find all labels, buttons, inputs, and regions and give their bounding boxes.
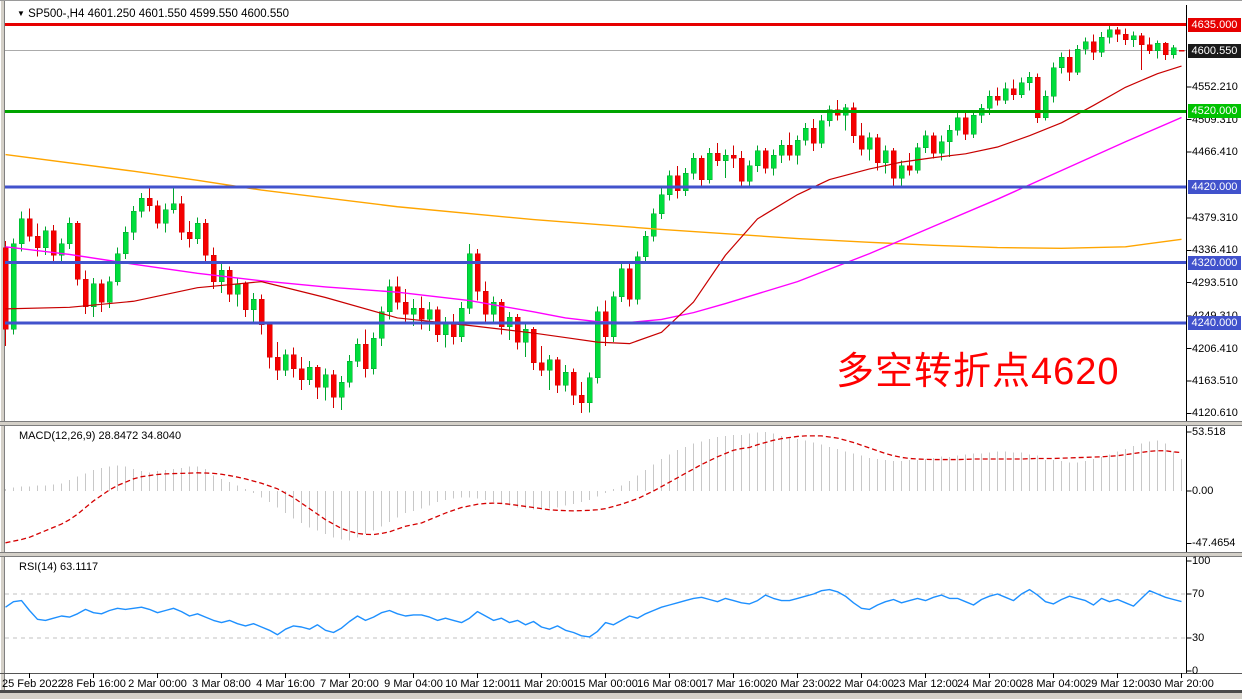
macd-header: MACD(12,26,9) 28.8472 34.8040 [19, 430, 181, 442]
level-price-badge: 4320.000 [1188, 255, 1241, 270]
time-tick-label: 29 Mar 12:00 [1085, 678, 1150, 690]
rsi-value: 63.1117 [59, 561, 99, 573]
time-tick-label: 25 Feb 2022 [2, 678, 64, 690]
price-tick-label: 4336.410 [1192, 244, 1238, 257]
rsi-axis-label: 0 [1192, 665, 1199, 677]
price-tick-label: 4206.410 [1192, 342, 1238, 355]
price-tick-label: 4120.610 [1192, 407, 1238, 420]
time-tick-label: 22 Mar 04:00 [829, 678, 894, 690]
annotation-text[interactable]: 多空转折点4620 [836, 351, 1120, 393]
level-price-badge: 4635.000 [1188, 17, 1241, 32]
time-tick-label: 30 Mar 20:00 [1149, 678, 1214, 690]
macd-values: 28.8472 34.8040 [98, 430, 182, 442]
panel-separator-macd[interactable] [0, 421, 1242, 426]
time-tick-label: 20 Mar 23:00 [765, 678, 830, 690]
time-tick-label: 28 Mar 04:00 [1021, 678, 1086, 690]
time-tick-label: 11 Mar 20:00 [509, 678, 574, 690]
rsi-panel [5, 588, 1187, 639]
bottom-window-strip [0, 693, 1242, 699]
price-tick-label: 4163.510 [1192, 375, 1238, 388]
macd-title: MACD(12,26,9) [19, 430, 96, 442]
panel-separator-rsi[interactable] [0, 552, 1242, 557]
macd-axis-label: 0.00 [1192, 485, 1214, 497]
time-tick-label: 24 Mar 20:00 [957, 678, 1022, 690]
rsi-axis-label: 70 [1192, 588, 1205, 600]
level-price-badge: 4520.000 [1188, 104, 1241, 119]
symbol-period-label: SP500-,H4 [28, 8, 85, 20]
level-price-badge: 4420.000 [1188, 180, 1241, 195]
rsi-axis-label: 30 [1192, 632, 1205, 644]
time-tick-label: 9 Mar 04:00 [384, 678, 443, 690]
macd-axis-label: -47.4654 [1192, 537, 1236, 550]
price-tick-label: 4293.510 [1192, 276, 1238, 289]
symbol-dropdown-icon[interactable]: ▼ [17, 9, 25, 18]
time-tick-label: 16 Mar 08:00 [637, 678, 702, 690]
fast-ma [5, 65, 1182, 345]
rsi-axis-label: 100 [1192, 555, 1211, 567]
time-tick-label: 17 Mar 16:00 [701, 678, 766, 690]
time-tick-label: 28 Feb 16:00 [61, 678, 126, 690]
macd-panel [5, 432, 1182, 544]
fast-ma-line [5, 65, 1182, 345]
rsi-header: RSI(14) 63.1117 [19, 561, 98, 573]
rsi-title: RSI(14) [19, 561, 57, 573]
chart-header: ▼ SP500-,H4 4601.250 4601.550 4599.550 4… [17, 8, 289, 20]
slow-ma-line [5, 153, 1182, 250]
time-tick-label: 23 Mar 12:00 [893, 678, 958, 690]
macd-axis-label: 53.518 [1192, 426, 1226, 438]
level-price-badge: 4240.000 [1188, 316, 1241, 331]
price-tick-label: 4379.310 [1192, 211, 1238, 224]
time-tick-label: 15 Mar 00:00 [573, 678, 638, 690]
price-tick-label: 4552.210 [1192, 81, 1238, 94]
time-tick-label: 2 Mar 00:00 [128, 678, 187, 690]
ohlc-values: 4601.250 4601.550 4599.550 4600.550 [87, 8, 290, 20]
current-price-badge: 4600.550 [1188, 43, 1241, 58]
time-tick-label: 4 Mar 16:00 [256, 678, 315, 690]
window-frame-left [0, 1, 5, 699]
time-tick-label: 7 Mar 20:00 [320, 678, 379, 690]
time-tick-label: 10 Mar 12:00 [445, 678, 510, 690]
slow-ma [5, 153, 1182, 250]
time-tick-label: 3 Mar 08:00 [192, 678, 251, 690]
bottom-window-bar [0, 690, 1242, 693]
price-tick-label: 4466.410 [1192, 145, 1238, 158]
axes [0, 5, 1242, 678]
